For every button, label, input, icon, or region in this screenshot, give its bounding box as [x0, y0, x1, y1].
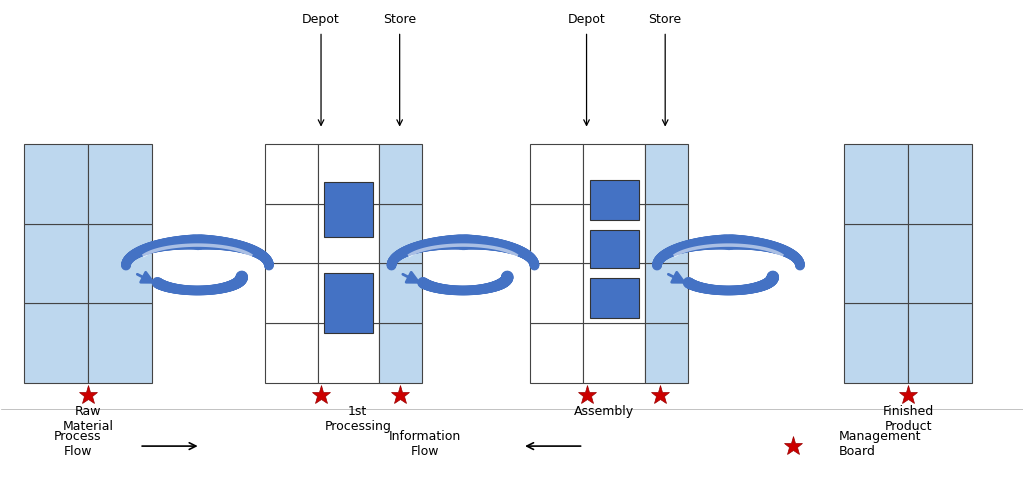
Text: Information
Flow: Information Flow [389, 429, 462, 457]
Bar [88, 224, 152, 304]
Bar [645, 264, 688, 324]
Text: 1st
Processing: 1st Processing [325, 405, 391, 432]
Bar [88, 304, 152, 383]
Bar [318, 204, 379, 264]
Bar [530, 204, 584, 264]
Bar [907, 224, 972, 304]
Bar [844, 224, 907, 304]
Bar [844, 144, 907, 224]
Bar [379, 324, 422, 383]
Bar [907, 304, 972, 383]
Bar [844, 304, 907, 383]
Text: Depot: Depot [302, 13, 340, 26]
Bar [24, 224, 88, 304]
Bar [590, 230, 639, 269]
Bar [584, 144, 645, 204]
Bar [645, 324, 688, 383]
Bar [379, 264, 422, 324]
Bar [265, 204, 318, 264]
Bar [318, 264, 379, 324]
Text: Store: Store [648, 13, 682, 26]
Bar [88, 144, 152, 224]
Text: Assembly: Assembly [573, 405, 634, 418]
Text: Raw
Material: Raw Material [62, 405, 114, 432]
Bar [265, 324, 318, 383]
Bar [379, 204, 422, 264]
Bar [584, 324, 645, 383]
Text: Depot: Depot [567, 13, 605, 26]
Bar [318, 144, 379, 204]
Bar [24, 144, 88, 224]
Bar [584, 204, 645, 264]
Bar [645, 204, 688, 264]
Bar [590, 278, 639, 319]
Bar [590, 180, 639, 221]
Text: Store: Store [383, 13, 416, 26]
Bar [530, 144, 584, 204]
Bar [265, 264, 318, 324]
Bar [24, 304, 88, 383]
Bar [530, 264, 584, 324]
Bar [907, 144, 972, 224]
Text: Process
Flow: Process Flow [54, 429, 101, 457]
Bar [265, 144, 318, 204]
Bar [645, 144, 688, 204]
Bar [379, 144, 422, 204]
Text: Finished
Product: Finished Product [883, 405, 934, 432]
Text: Management
Board: Management Board [839, 429, 922, 457]
Bar [324, 274, 373, 333]
Bar [318, 324, 379, 383]
Bar [324, 183, 373, 238]
Bar [530, 324, 584, 383]
Bar [584, 264, 645, 324]
